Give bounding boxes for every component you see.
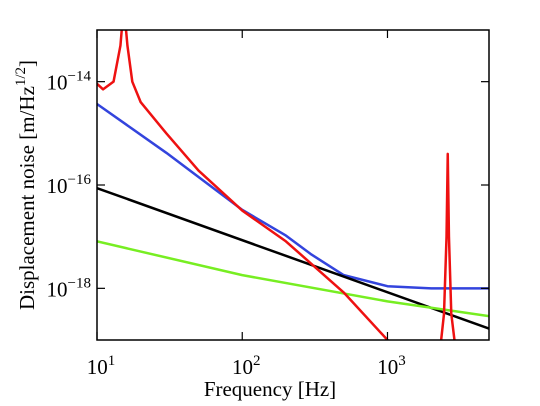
series-line: [97, 240, 489, 318]
x-tick-label: 101: [87, 353, 116, 379]
y-tick-label: 10−16: [47, 172, 92, 198]
x-tick-label: 103: [377, 353, 406, 379]
x-tick-label: 102: [232, 353, 261, 379]
x-axis-label: Frequency [Hz]: [204, 377, 336, 401]
series-line: [97, 186, 489, 330]
y-tick-label: 10−18: [47, 275, 91, 301]
series-line: [97, 102, 489, 290]
plot-area: [97, 30, 489, 340]
y-tick-label: 10−14: [47, 69, 92, 95]
series-line: [97, 30, 456, 340]
y-axis-label: Displacement noise [m/Hz1/2]: [13, 60, 39, 310]
plot-lines: [97, 30, 489, 340]
